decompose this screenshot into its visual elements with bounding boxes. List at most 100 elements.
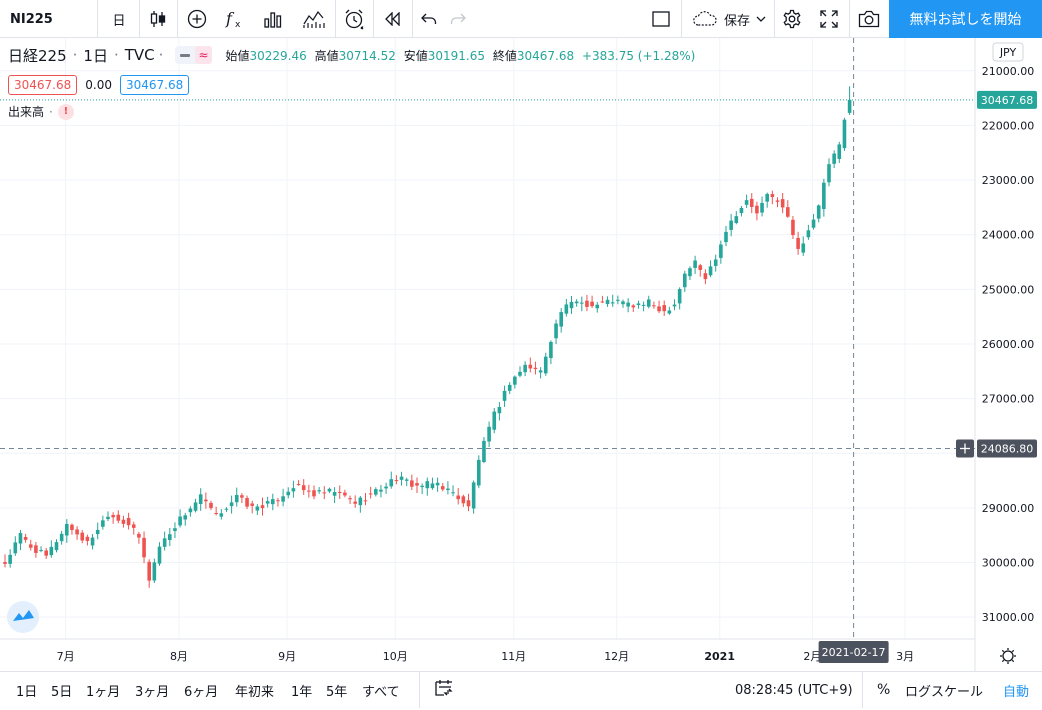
candle-body	[389, 479, 394, 487]
candle-body	[317, 490, 321, 492]
candle-body	[28, 544, 33, 548]
candles-chart-type-button[interactable]	[140, 0, 176, 38]
candle	[760, 196, 764, 217]
candle	[322, 486, 327, 500]
save-button[interactable]: 保存	[684, 0, 774, 38]
tradingview-logo[interactable]	[7, 601, 39, 633]
candle-body	[708, 266, 713, 276]
bid-price[interactable]: 30467.68	[8, 75, 78, 95]
candle	[847, 86, 852, 115]
candle	[621, 299, 625, 308]
range-button[interactable]: 6ヶ月	[184, 672, 218, 708]
legend-separator: ·	[113, 46, 119, 64]
candle	[677, 287, 682, 310]
price-tick-label: 24000.00	[982, 229, 1035, 242]
range-button[interactable]: 1年	[291, 672, 312, 708]
currency-label: JPY	[999, 46, 1017, 59]
price-chart[interactable]: 31000.0030000.0029000.0028000.0027000.00…	[0, 38, 1042, 671]
candle-body	[837, 144, 842, 159]
candle-body	[440, 486, 445, 490]
fullscreen-layout-button[interactable]	[641, 0, 681, 38]
candle	[234, 487, 239, 507]
candle	[193, 498, 198, 513]
ask-price[interactable]: 30467.68	[119, 75, 190, 95]
undo-button[interactable]	[414, 0, 444, 38]
volume-warning-badge[interactable]: !	[57, 103, 74, 120]
candle-body	[183, 515, 188, 520]
candle-body	[337, 491, 342, 493]
gear-icon	[782, 9, 802, 29]
candle	[162, 531, 167, 551]
settings-button[interactable]	[774, 0, 810, 38]
candle-body	[415, 483, 419, 486]
candle-body	[724, 231, 728, 243]
symbol-search-button[interactable]: NI225	[0, 0, 96, 38]
candle-body	[322, 492, 327, 494]
currency-badge[interactable]	[992, 42, 1024, 62]
candle	[842, 117, 847, 151]
candle	[65, 519, 69, 543]
financials-button[interactable]	[254, 0, 292, 38]
crosshair: 24086.80 2021-02-17	[0, 38, 1037, 663]
auto-scale-button[interactable]: 自動	[1003, 672, 1029, 708]
range-button[interactable]: すべて	[362, 672, 400, 708]
candle	[507, 382, 512, 395]
candle	[8, 549, 12, 568]
candle-body	[85, 536, 90, 541]
candle	[131, 521, 136, 535]
candle	[229, 495, 234, 514]
time-tick-label: 12月	[604, 650, 629, 663]
interval-button[interactable]: 日	[100, 0, 138, 38]
candle-body	[23, 536, 28, 540]
range-button[interactable]: 1日	[16, 672, 37, 708]
compare-button[interactable]	[178, 0, 216, 38]
timezone-clock[interactable]: 08:28:45 (UTC+9)	[735, 672, 853, 708]
candle-body	[255, 506, 260, 511]
candle-body	[147, 561, 151, 581]
redo-button[interactable]	[444, 0, 472, 38]
start-trial-button[interactable]: 無料お試しを開始	[889, 0, 1042, 38]
candle-body	[368, 493, 373, 495]
calendar-range-icon	[434, 679, 454, 701]
legend-symbol-title[interactable]: 日経225	[8, 46, 67, 65]
axis-settings-button[interactable]	[1000, 648, 1016, 664]
candle	[147, 559, 151, 588]
percent-scale-button[interactable]: %	[877, 672, 890, 708]
replay-button[interactable]	[374, 0, 412, 38]
candle-body	[729, 220, 733, 230]
templates-chart-icon	[302, 9, 326, 29]
candle	[90, 534, 95, 550]
log-scale-button[interactable]: ログスケール	[905, 672, 983, 708]
candle-body	[466, 500, 471, 507]
candle-body	[126, 518, 131, 526]
candle-body	[497, 407, 502, 414]
candle	[286, 487, 291, 499]
alert-button[interactable]	[336, 0, 372, 38]
range-button[interactable]: 年初来	[235, 672, 274, 708]
range-button[interactable]: 1ヶ月	[86, 672, 120, 708]
candle-body	[847, 99, 852, 113]
snapshot-button[interactable]	[850, 0, 888, 38]
candle-body	[477, 459, 481, 486]
range-label: 1ヶ月	[86, 684, 121, 700]
toolbar-divider	[177, 0, 178, 38]
templates-button[interactable]	[292, 0, 336, 38]
candle-body	[616, 299, 620, 301]
legend-separator: ·	[158, 46, 164, 64]
candle	[446, 481, 450, 495]
legend-toggle[interactable]: ≈	[175, 46, 212, 64]
candle-body	[626, 302, 630, 307]
candle	[832, 150, 836, 169]
range-button[interactable]: 3ヶ月	[135, 672, 169, 708]
candle	[317, 487, 321, 494]
candle-body	[739, 207, 744, 214]
go-to-date-button[interactable]	[430, 672, 458, 708]
time-tick-label: 11月	[501, 650, 526, 663]
range-button[interactable]: 5年	[326, 672, 347, 708]
fullscreen-button[interactable]	[810, 0, 848, 38]
range-label: すべて	[362, 684, 400, 700]
legend-source: TVC	[124, 46, 155, 64]
range-button[interactable]: 5日	[51, 672, 72, 708]
